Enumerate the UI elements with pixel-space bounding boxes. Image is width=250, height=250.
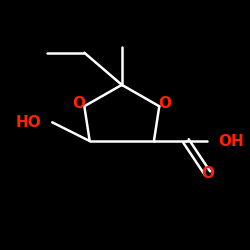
Text: HO: HO — [16, 115, 42, 130]
Text: OH: OH — [218, 134, 244, 148]
Text: O: O — [72, 96, 86, 111]
Text: O: O — [158, 96, 171, 111]
Text: O: O — [201, 166, 214, 181]
